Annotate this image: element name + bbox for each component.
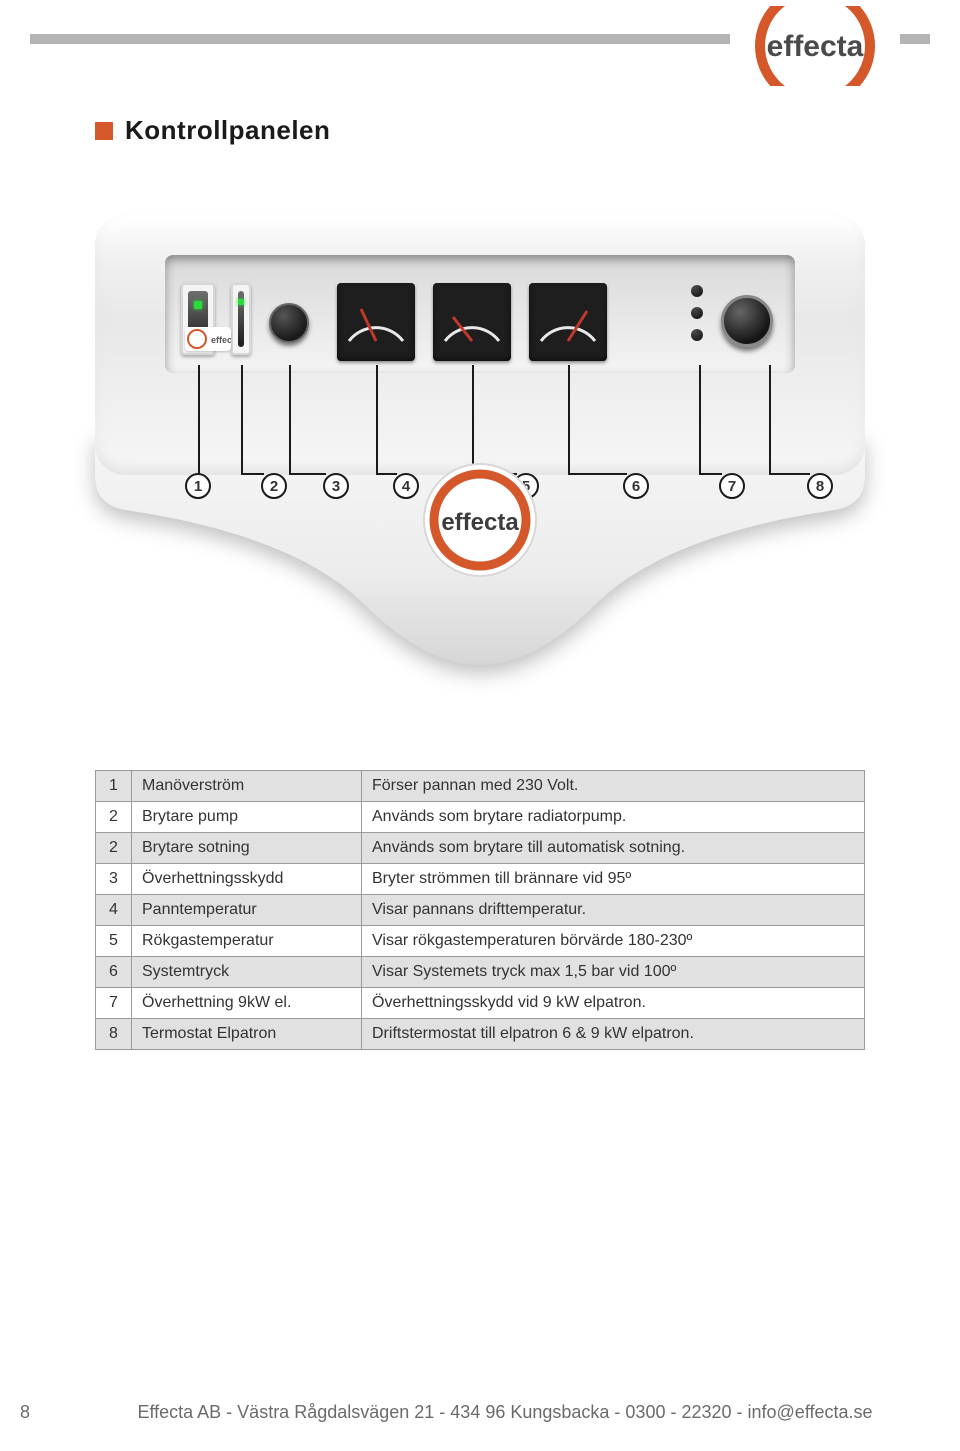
callout-number: 8: [816, 478, 824, 495]
cell-name: Rökgastemperatur: [132, 926, 362, 957]
cell-desc: Används som brytare till automatisk sotn…: [362, 833, 865, 864]
callout-number: 4: [402, 478, 410, 495]
callout-number: 1: [194, 478, 202, 495]
brand-logo: effecta: [740, 6, 890, 86]
pump-sot-switch[interactable]: [231, 283, 251, 355]
cell-name: Överhettningsskydd: [132, 864, 362, 895]
boiler-temp-gauge: [337, 283, 415, 361]
cell-desc: Visar Systemets tryck max 1,5 bar vid 10…: [362, 957, 865, 988]
cell-desc: Driftstermostat till elpatron 6 & 9 kW e…: [362, 1019, 865, 1050]
leader-line: [376, 365, 378, 475]
cell-number: 7: [96, 988, 132, 1019]
cell-desc: Förser pannan med 230 Volt.: [362, 771, 865, 802]
svg-text:effecta: effecta: [211, 335, 231, 345]
cell-number: 8: [96, 1019, 132, 1050]
cell-name: Brytare pump: [132, 802, 362, 833]
table-row: 1ManöverströmFörser pannan med 230 Volt.: [96, 771, 865, 802]
leader-line: [290, 473, 326, 475]
cell-number: 3: [96, 864, 132, 895]
cell-number: 2: [96, 802, 132, 833]
cell-name: Manöverström: [132, 771, 362, 802]
callout-8: 8: [807, 473, 833, 499]
leader-line: [769, 365, 771, 475]
cell-name: Panntemperatur: [132, 895, 362, 926]
cell-name: Brytare sotning: [132, 833, 362, 864]
cell-desc: Används som brytare radiatorpump.: [362, 802, 865, 833]
leader-line: [242, 473, 264, 475]
legend-table: 1ManöverströmFörser pannan med 230 Volt.…: [95, 770, 865, 1050]
callout-2: 2: [261, 473, 287, 499]
overheat-reset-knob[interactable]: [269, 303, 309, 343]
status-led-column: [691, 285, 703, 341]
page: effecta Kontrollpanelen: [0, 0, 960, 1451]
table-row: 3ÖverhettningsskyddBryter strömmen till …: [96, 864, 865, 895]
callout-number: 7: [728, 478, 736, 495]
panel-body: effecta: [95, 215, 865, 475]
cell-number: 5: [96, 926, 132, 957]
top-bar: effecta: [0, 0, 960, 90]
cell-name: Systemtryck: [132, 957, 362, 988]
page-number: 8: [0, 1402, 50, 1423]
leader-line: [472, 365, 474, 475]
leader-line: [770, 473, 810, 475]
table-row: 7Överhettning 9kW el.Överhettningsskydd …: [96, 988, 865, 1019]
table-row: 2Brytare sotningAnvänds som brytare till…: [96, 833, 865, 864]
leader-line: [699, 365, 701, 475]
callout-number: 3: [332, 478, 340, 495]
panel-mini-logo: effecta: [185, 327, 231, 351]
cell-desc: Visar rökgastemperaturen börvärde 180-23…: [362, 926, 865, 957]
cell-desc: Bryter strömmen till brännare vid 95º: [362, 864, 865, 895]
leader-line: [700, 473, 722, 475]
panel-center-logo: effecta: [420, 460, 540, 580]
svg-text:effecta: effecta: [441, 509, 519, 536]
table-row: 6SystemtryckVisar Systemets tryck max 1,…: [96, 957, 865, 988]
cell-name: Termostat Elpatron: [132, 1019, 362, 1050]
status-led: [691, 307, 703, 319]
callout-6: 6: [623, 473, 649, 499]
footer-text: Effecta AB - Västra Rågdalsvägen 21 - 43…: [50, 1402, 960, 1423]
table-row: 5RökgastemperaturVisar rökgastemperature…: [96, 926, 865, 957]
cell-desc: Visar pannans drifttemperatur.: [362, 895, 865, 926]
brand-text: effecta: [767, 30, 864, 63]
callout-7: 7: [719, 473, 745, 499]
cell-number: 4: [96, 895, 132, 926]
fluegas-temp-gauge: [433, 283, 511, 361]
callout-number: 2: [270, 478, 278, 495]
cell-desc: Överhettningsskydd vid 9 kW elpatron.: [362, 988, 865, 1019]
table-row: 8Termostat ElpatronDriftstermostat till …: [96, 1019, 865, 1050]
display-inset: [165, 255, 795, 373]
section-title: Kontrollpanelen: [125, 115, 330, 146]
callout-number: 6: [632, 478, 640, 495]
leader-line: [568, 365, 570, 475]
leader-line: [198, 365, 200, 475]
leader-line: [289, 365, 291, 475]
control-panel-figure: effecta 1 2 3 4 5 6 7 8: [95, 215, 865, 675]
header-rule-right: [900, 34, 930, 44]
cell-number: 6: [96, 957, 132, 988]
callout-3: 3: [323, 473, 349, 499]
page-footer: 8 Effecta AB - Västra Rågdalsvägen 21 - …: [0, 1402, 960, 1423]
system-pressure-gauge: [529, 283, 607, 361]
thermostat-knob[interactable]: [721, 295, 773, 347]
status-led: [691, 285, 703, 297]
header-rule: [30, 34, 730, 44]
cell-number: 1: [96, 771, 132, 802]
leader-line: [569, 473, 627, 475]
callout-1: 1: [185, 473, 211, 499]
cell-name: Överhettning 9kW el.: [132, 988, 362, 1019]
callout-4: 4: [393, 473, 419, 499]
status-led: [691, 329, 703, 341]
leader-line: [377, 473, 397, 475]
table-row: 4PanntemperaturVisar pannans drifttemper…: [96, 895, 865, 926]
table-row: 2Brytare pumpAnvänds som brytare radiato…: [96, 802, 865, 833]
section-header: Kontrollpanelen: [95, 115, 330, 146]
section-bullet-icon: [95, 122, 113, 140]
cell-number: 2: [96, 833, 132, 864]
leader-line: [241, 365, 243, 475]
